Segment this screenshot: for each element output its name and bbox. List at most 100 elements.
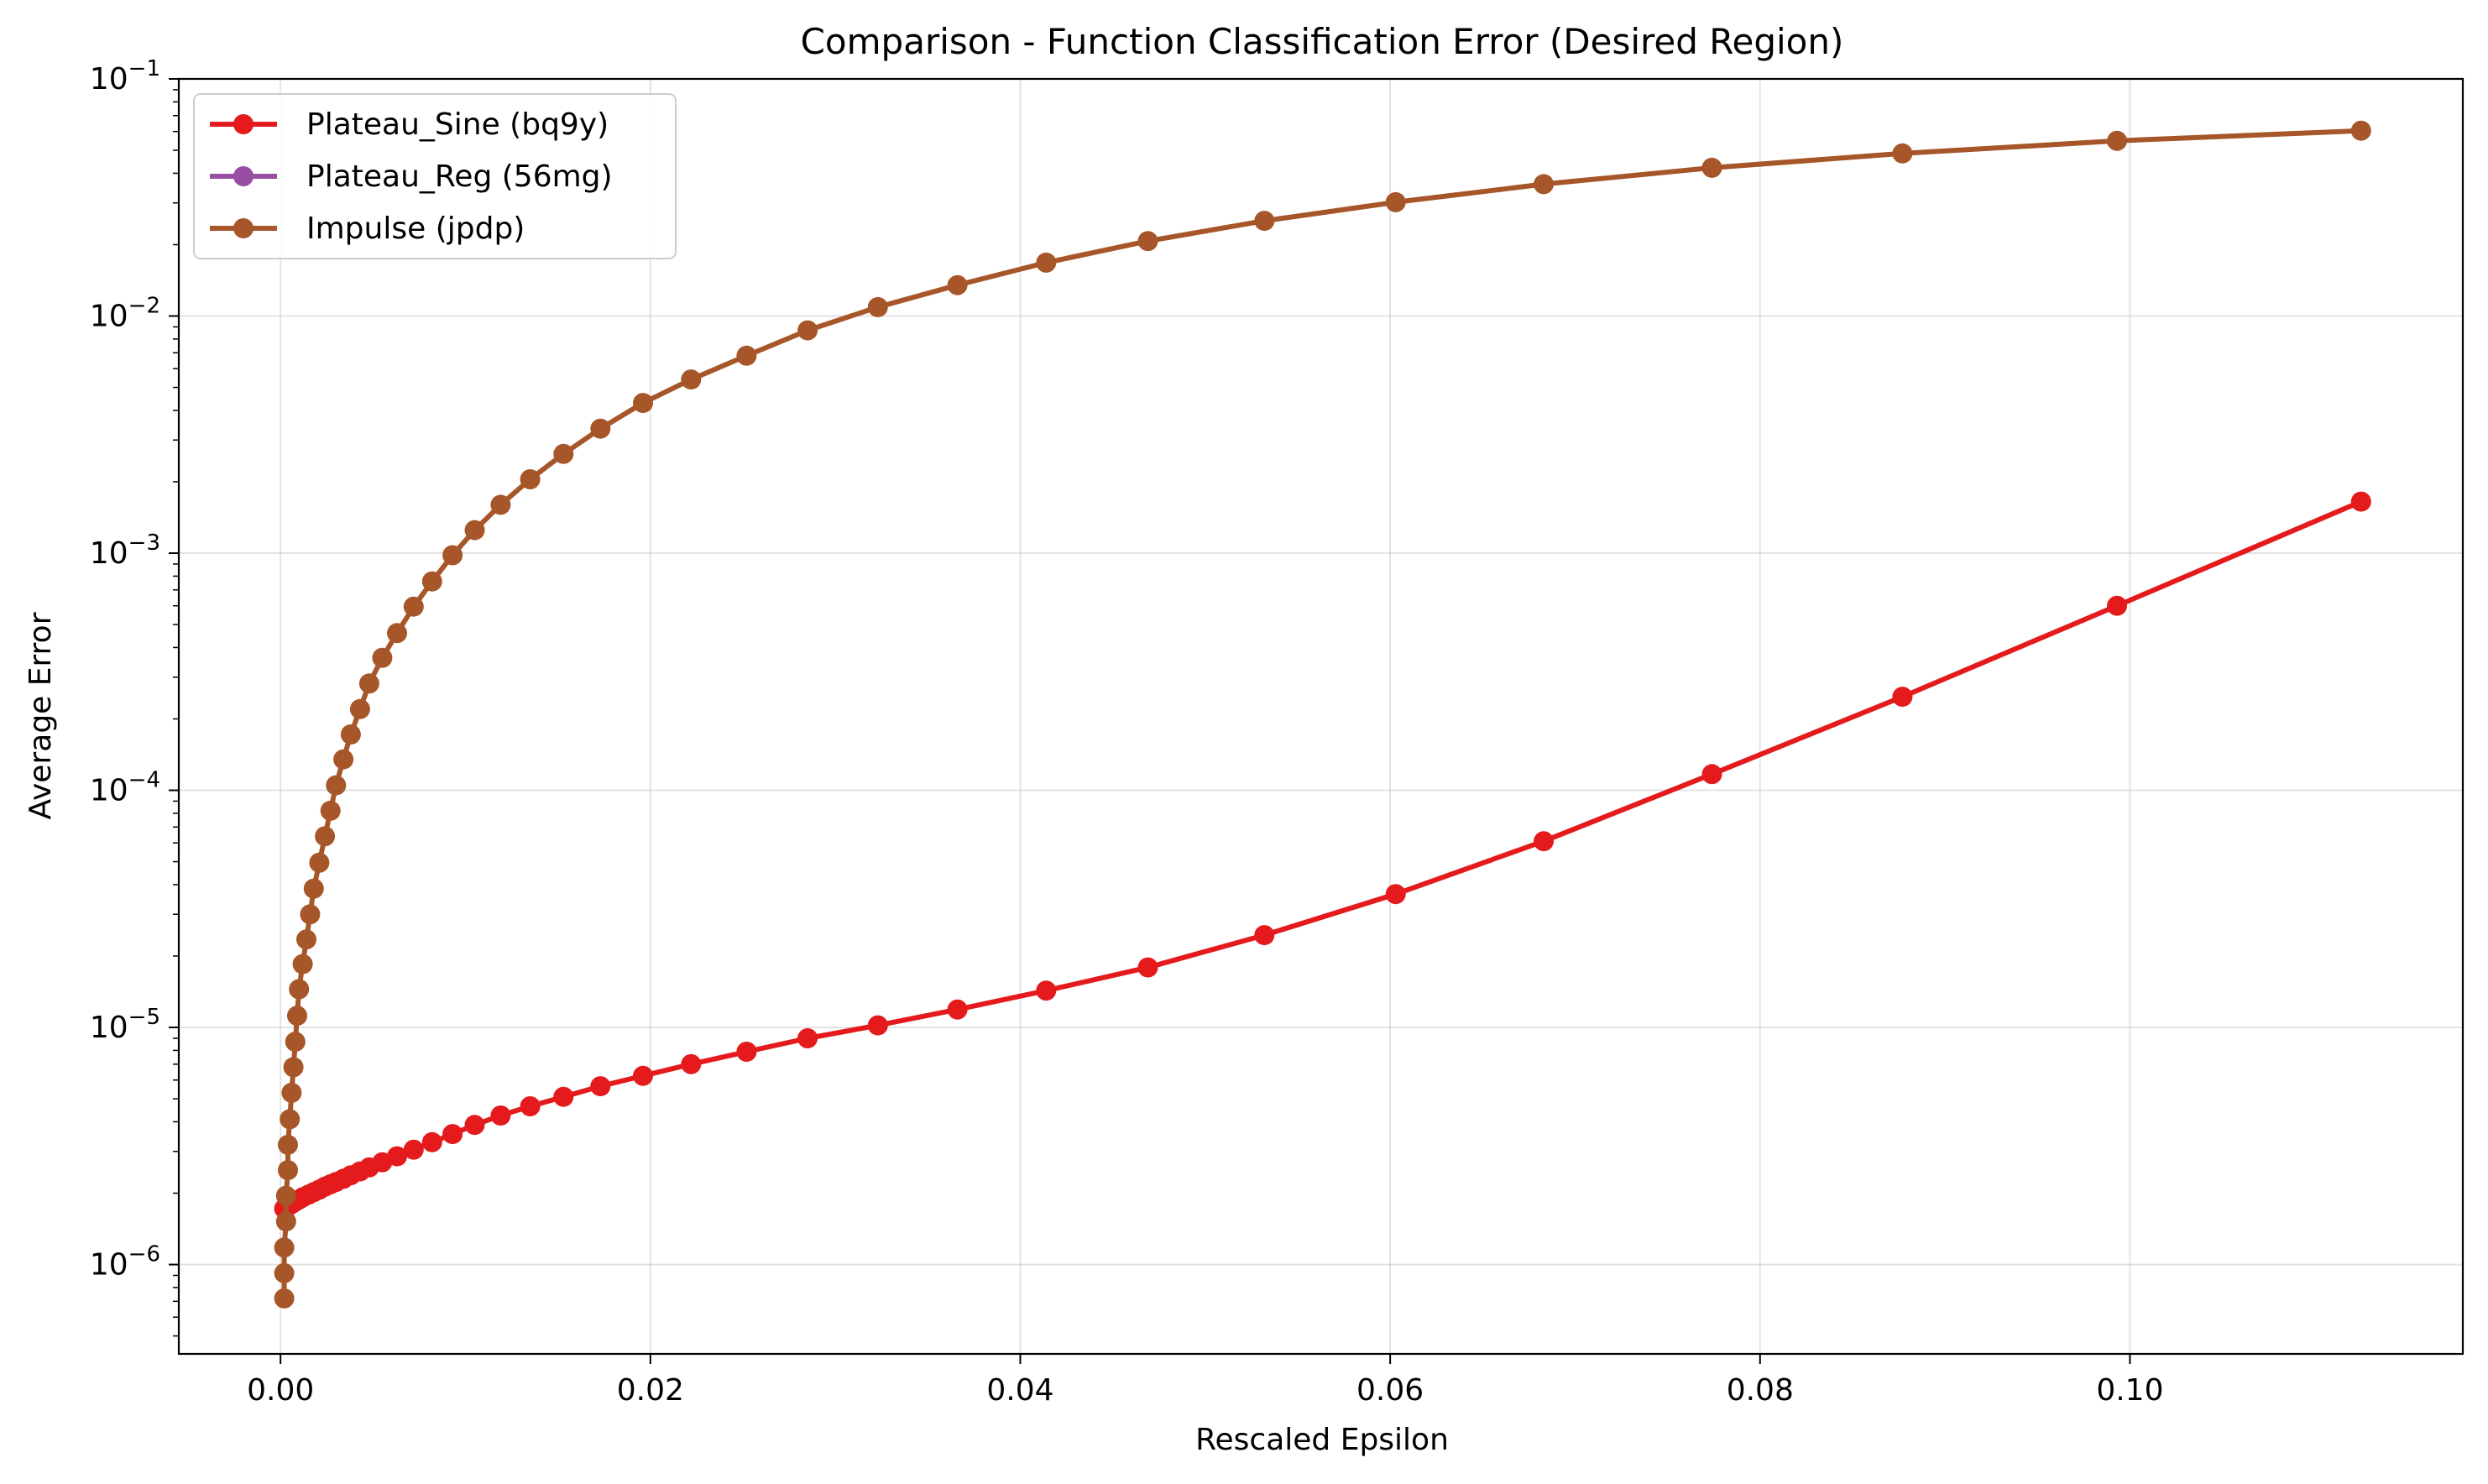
data-point [285, 1032, 306, 1053]
data-point [442, 1124, 463, 1145]
data-point [464, 1115, 485, 1136]
x-tick-label: 0.08 [1727, 1373, 1794, 1408]
x-tick-label: 0.06 [1356, 1373, 1424, 1408]
y-tick-label: 10−4 [90, 768, 160, 808]
legend-label: Impulse (jpdp) [306, 212, 525, 246]
y-tick-base: 10 [90, 1248, 128, 1283]
data-point [590, 1076, 611, 1097]
x-axis-label: Rescaled Epsilon [1195, 1423, 1449, 1457]
plot-series [274, 120, 2371, 1309]
data-point [274, 1288, 295, 1309]
y-tick-label: 10−1 [90, 56, 160, 97]
data-point [633, 1065, 653, 1086]
data-point [275, 1185, 296, 1206]
data-point [633, 393, 653, 414]
legend-marker [233, 166, 254, 186]
series-2 [274, 120, 2371, 1309]
data-point [490, 494, 511, 515]
y-tick-base: 10 [90, 300, 128, 334]
data-point [403, 596, 424, 617]
y-tick-label: 10−2 [90, 294, 160, 334]
data-point [421, 571, 442, 592]
data-point [1036, 980, 1057, 1001]
data-point [278, 1134, 298, 1155]
x-tick-label: 0.00 [247, 1373, 314, 1408]
data-point [281, 1082, 302, 1103]
y-tick-exponent: −6 [128, 1242, 160, 1267]
data-point [283, 1057, 304, 1078]
x-tick-label: 0.10 [2096, 1373, 2163, 1408]
data-point [736, 345, 757, 366]
data-point [292, 954, 313, 975]
legend-label: Plateau_Sine (bq9y) [306, 107, 609, 142]
y-tick-exponent: −1 [128, 56, 160, 81]
data-point [464, 520, 485, 541]
data-point [553, 1086, 574, 1107]
data-point [1534, 174, 1554, 195]
data-point [2350, 491, 2371, 512]
data-point [681, 1053, 702, 1074]
y-tick-exponent: −2 [128, 294, 160, 319]
data-point [303, 878, 324, 899]
data-point [315, 826, 336, 847]
data-point [490, 1105, 511, 1126]
data-point [520, 469, 541, 489]
data-point [340, 724, 361, 745]
y-tick-exponent: −5 [128, 1005, 160, 1030]
data-point [403, 1139, 424, 1160]
data-point [387, 1146, 407, 1167]
data-point [1385, 884, 1406, 905]
data-point [1137, 957, 1158, 978]
plot-frame [177, 77, 2464, 1356]
data-point [520, 1096, 541, 1116]
y-tick-label: 10−5 [90, 1005, 160, 1045]
data-point [867, 296, 888, 317]
y-tick-label: 10−6 [90, 1242, 160, 1283]
data-point [590, 418, 611, 439]
y-axis-label: Average Error [24, 612, 58, 819]
grid [179, 78, 2463, 1354]
data-point [736, 1042, 757, 1062]
x-tick-label: 0.04 [986, 1373, 1053, 1408]
data-point [274, 1237, 295, 1258]
data-point [2107, 130, 2127, 151]
data-point [1892, 143, 1913, 164]
y-tick-base: 10 [90, 774, 128, 808]
data-point [372, 647, 393, 668]
data-point [1701, 764, 1722, 785]
data-point [1254, 925, 1275, 946]
data-point [280, 1109, 301, 1130]
data-point [349, 698, 370, 719]
legend-label: Plateau_Reg (56mg) [306, 159, 613, 194]
chart-title: Comparison - Function Classification Err… [801, 21, 1844, 62]
data-point [421, 1131, 442, 1152]
data-point [681, 369, 702, 390]
data-point [1701, 157, 1722, 178]
y-tick-exponent: −4 [128, 768, 160, 793]
data-point [1137, 231, 1158, 252]
data-point [289, 979, 310, 1000]
legend-marker [233, 218, 254, 238]
data-point [2350, 120, 2371, 141]
data-point [1385, 191, 1406, 212]
data-point [287, 1006, 307, 1027]
data-point [387, 623, 407, 644]
data-point [274, 1262, 295, 1283]
data-point [442, 545, 463, 566]
data-point [947, 274, 968, 295]
data-point [553, 443, 574, 464]
data-point [278, 1160, 298, 1181]
legend: Plateau_Sine (bq9y) Plateau_Reg (56mg) Imp… [193, 93, 677, 259]
data-point [2107, 595, 2127, 616]
y-tick-base: 10 [90, 62, 128, 97]
data-point [358, 673, 379, 694]
data-point [309, 852, 330, 873]
y-tick-exponent: −3 [128, 530, 160, 556]
y-tick-label: 10−3 [90, 530, 160, 571]
data-point [797, 1028, 818, 1048]
series-0 [274, 491, 2371, 1219]
data-point [1036, 252, 1057, 273]
data-point [296, 929, 316, 950]
x-tick-label: 0.02 [617, 1373, 684, 1408]
data-point [300, 904, 321, 925]
